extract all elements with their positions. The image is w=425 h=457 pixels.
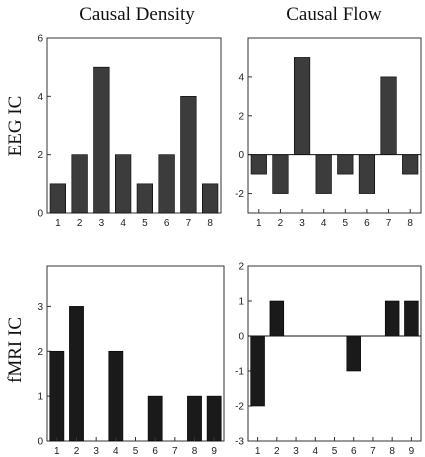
x-tick-label: 6	[152, 446, 158, 457]
x-tick-label: 1	[54, 446, 60, 457]
y-tick-label: 2	[238, 111, 244, 122]
x-tick-label: 2	[274, 446, 280, 457]
bar-6	[358, 154, 376, 194]
x-tick-label: 8	[407, 218, 413, 229]
y-tick-label: 3	[37, 302, 43, 313]
bar-5	[337, 154, 354, 175]
y-tick-label: 0	[37, 437, 43, 448]
x-tick-label: 2	[77, 218, 83, 229]
x-tick-label: 6	[164, 218, 170, 229]
bar-3	[293, 57, 311, 155]
x-tick-label: 7	[186, 218, 192, 229]
bar-4	[108, 350, 124, 442]
bar-9	[206, 395, 222, 442]
x-tick-label: 3	[99, 218, 105, 229]
x-tick-label: 3	[93, 446, 99, 457]
panel-eeg-flow: -2 0 2 4 1 2 3 4 5 6 7 8	[235, 37, 422, 229]
x-tick-label: 4	[321, 218, 327, 229]
x-tick-label: 1	[55, 218, 61, 229]
x-tick-label: 2	[74, 446, 80, 457]
panel-fmri-flow: -3 -2 -1 0 1 2 1 2 3 4 5 6 7 8 9	[235, 262, 422, 457]
bar-4	[315, 154, 332, 194]
bar-6	[346, 335, 361, 372]
y-tick-label: 1	[238, 297, 244, 308]
y-tick-label: 2	[238, 262, 244, 273]
y-tick-label: 6	[37, 34, 43, 45]
bar-1	[49, 183, 67, 214]
bar-2	[269, 300, 285, 337]
bar-4	[114, 154, 132, 214]
x-tick-label: 1	[255, 446, 261, 457]
column-title-causal-density: Causal Density	[79, 4, 195, 25]
bar-1	[250, 335, 265, 407]
y-tick-label: 2	[37, 347, 43, 358]
bar-2	[69, 306, 84, 442]
x-tick-label: 8	[192, 446, 198, 457]
y-tick-label: 1	[37, 392, 43, 403]
x-tick-label: 3	[299, 218, 305, 229]
row-title-fmri-ic: fMRI IC	[5, 317, 26, 383]
bar-6	[147, 395, 163, 442]
x-tick-label: 6	[364, 218, 370, 229]
bar-8	[201, 183, 219, 214]
x-tick-label: 9	[211, 446, 217, 457]
bar-9	[404, 300, 419, 337]
bar-7	[180, 96, 197, 214]
x-tick-label: 1	[256, 218, 262, 229]
x-tick-label: 7	[370, 446, 376, 457]
x-tick-label: 8	[207, 218, 213, 229]
bar-8	[402, 154, 419, 175]
x-tick-label: 7	[172, 446, 178, 457]
row-title-eeg-ic: EEG IC	[5, 96, 26, 157]
x-tick-label: 3	[293, 446, 299, 457]
y-tick-label: 0	[238, 150, 244, 161]
bar-2	[272, 154, 289, 194]
bar-1	[49, 350, 65, 442]
panel-eeg-density: 0 2 4 6 1 2 3 4 5 6 7 8	[37, 34, 222, 229]
x-tick-label: 2	[278, 218, 284, 229]
y-tick-label: -2	[235, 402, 244, 413]
x-tick-label: 9	[409, 446, 415, 457]
x-tick-label: 4	[120, 218, 126, 229]
y-tick-label: 0	[238, 332, 244, 343]
plot-frame	[247, 37, 422, 214]
y-tick-label: 4	[238, 72, 244, 83]
plot-frame	[46, 37, 222, 214]
bar-8	[384, 300, 400, 337]
y-tick-label: 0	[37, 209, 43, 220]
x-tick-label: 5	[343, 218, 349, 229]
bar-5	[136, 183, 154, 214]
x-tick-label: 5	[332, 446, 338, 457]
bar-2	[71, 154, 88, 214]
x-tick-label: 8	[389, 446, 395, 457]
bar-6	[158, 154, 175, 214]
x-tick-label: 5	[142, 218, 148, 229]
y-tick-label: 4	[37, 92, 43, 103]
x-tick-label: 7	[386, 218, 392, 229]
bar-3	[93, 66, 110, 214]
y-tick-label: -1	[235, 367, 244, 378]
y-tick-label: 2	[37, 150, 43, 161]
y-tick-label: -3	[235, 437, 244, 448]
x-tick-label: 4	[113, 446, 119, 457]
x-tick-label: 4	[312, 446, 318, 457]
bar-7	[380, 76, 397, 155]
column-title-causal-flow: Causal Flow	[286, 4, 382, 25]
bar-1	[250, 154, 267, 175]
x-tick-label: 6	[351, 446, 357, 457]
x-tick-label: 5	[133, 446, 139, 457]
plot-frame	[247, 265, 422, 442]
y-tick-label: -2	[235, 189, 244, 200]
bar-8	[187, 395, 202, 442]
